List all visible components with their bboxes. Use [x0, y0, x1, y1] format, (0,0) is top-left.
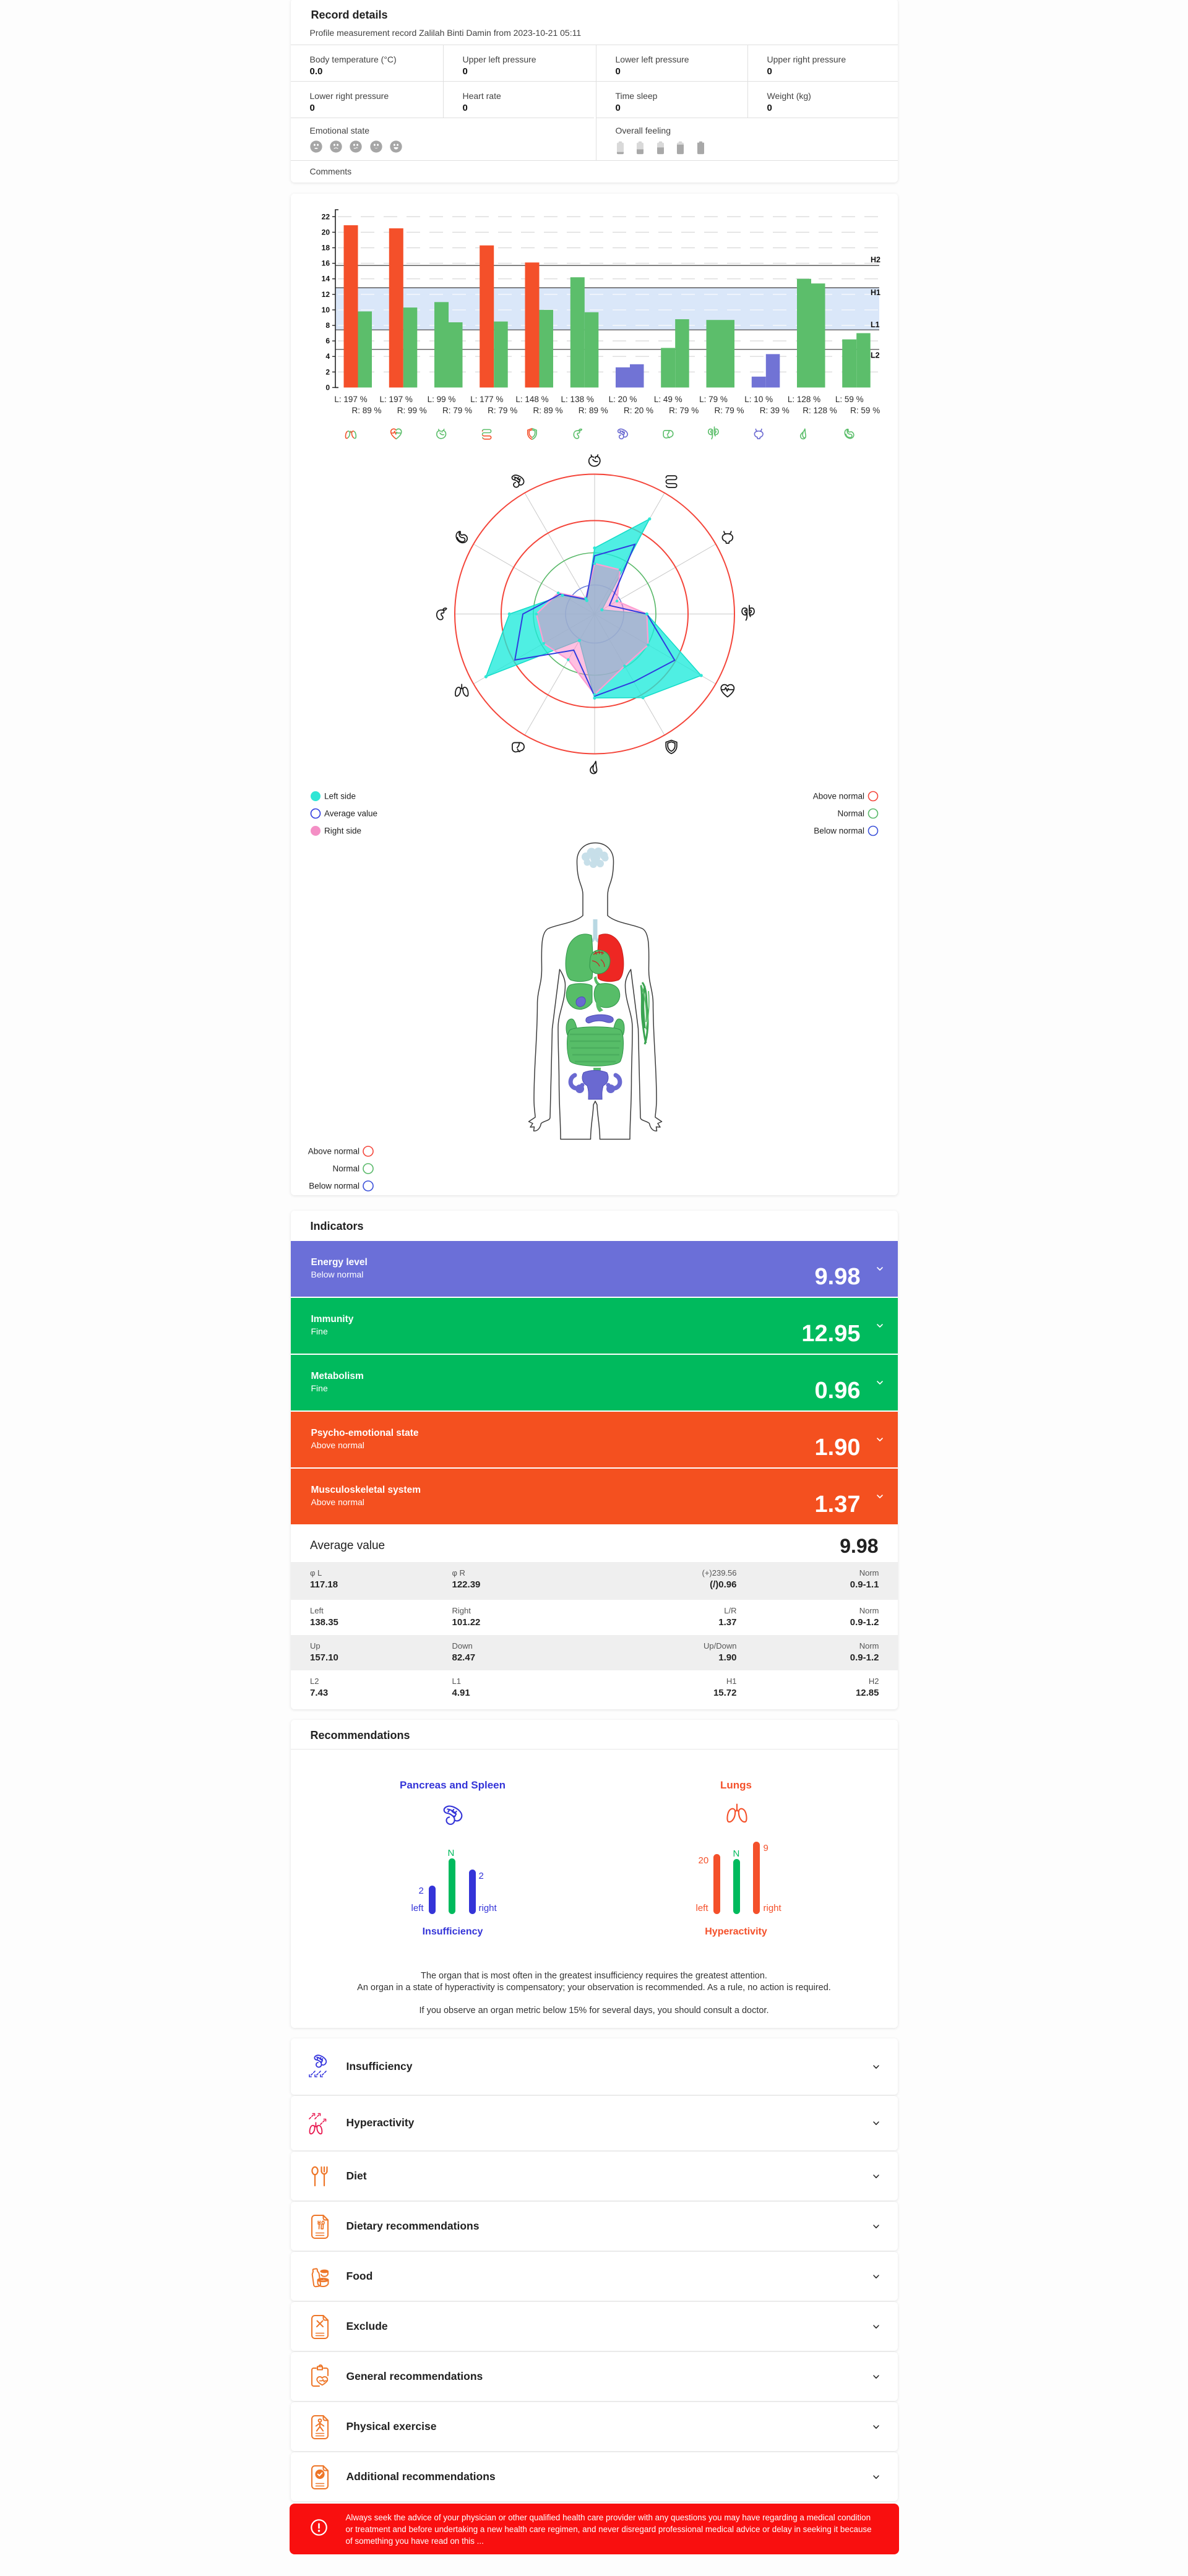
svg-text:L: 197 %: L: 197 % — [379, 395, 412, 404]
svg-text:12: 12 — [321, 290, 330, 299]
svg-text:R: 79 %: R: 79 % — [669, 406, 699, 415]
svg-text:18: 18 — [321, 244, 330, 252]
svg-text:6: 6 — [325, 337, 330, 345]
svg-text:R: 89 %: R: 89 % — [533, 406, 562, 415]
svg-text:L1: L1 — [871, 320, 880, 329]
svg-text:L: 49 %: L: 49 % — [653, 395, 682, 404]
svg-text:L: 10 %: L: 10 % — [744, 395, 773, 404]
svg-text:R: 99 %: R: 99 % — [397, 406, 426, 415]
svg-text:L2: L2 — [871, 351, 880, 359]
svg-text:10: 10 — [321, 306, 330, 314]
svg-text:Above normal: Above normal — [812, 792, 864, 801]
svg-text:L: 79 %: L: 79 % — [699, 395, 728, 404]
svg-text:L: 99 %: L: 99 % — [427, 395, 455, 404]
svg-text:Right side: Right side — [324, 826, 361, 836]
svg-text:L: 138 %: L: 138 % — [561, 395, 593, 404]
svg-text:R: 89 %: R: 89 % — [351, 406, 381, 415]
svg-text:R: 79 %: R: 79 % — [442, 406, 471, 415]
svg-text:0: 0 — [325, 383, 330, 392]
svg-text:L: 59 %: L: 59 % — [835, 395, 863, 404]
svg-text:L: 148 %: L: 148 % — [515, 395, 548, 404]
svg-text:4: 4 — [325, 352, 330, 361]
svg-text:R: 20 %: R: 20 % — [623, 406, 653, 415]
svg-text:Left side: Left side — [324, 792, 356, 801]
svg-text:R: 128 %: R: 128 % — [803, 406, 837, 415]
svg-text:R: 79 %: R: 79 % — [714, 406, 744, 415]
svg-text:R: 79 %: R: 79 % — [488, 406, 517, 415]
svg-text:Below normal: Below normal — [814, 826, 864, 836]
svg-text:R: 89 %: R: 89 % — [578, 406, 608, 415]
svg-text:Normal: Normal — [332, 1164, 359, 1174]
svg-text:R: 39 %: R: 39 % — [759, 406, 789, 415]
svg-text:H1: H1 — [871, 288, 880, 297]
svg-text:8: 8 — [325, 321, 330, 330]
svg-text:22: 22 — [321, 212, 330, 221]
svg-text:L: 128 %: L: 128 % — [787, 395, 820, 404]
svg-text:H2: H2 — [871, 255, 880, 264]
svg-text:Normal: Normal — [837, 809, 864, 818]
svg-text:2: 2 — [325, 367, 330, 376]
svg-text:L: 177 %: L: 177 % — [470, 395, 503, 404]
svg-text:L: 20 %: L: 20 % — [608, 395, 637, 404]
svg-text:Above normal: Above normal — [308, 1147, 359, 1156]
svg-text:L: 197 %: L: 197 % — [334, 395, 367, 404]
svg-text:16: 16 — [321, 259, 330, 268]
svg-text:20: 20 — [321, 228, 330, 236]
svg-text:R: 59 %: R: 59 % — [850, 406, 880, 415]
svg-text:Below normal: Below normal — [309, 1182, 359, 1191]
svg-text:14: 14 — [321, 275, 330, 283]
svg-text:Average value: Average value — [324, 809, 377, 818]
